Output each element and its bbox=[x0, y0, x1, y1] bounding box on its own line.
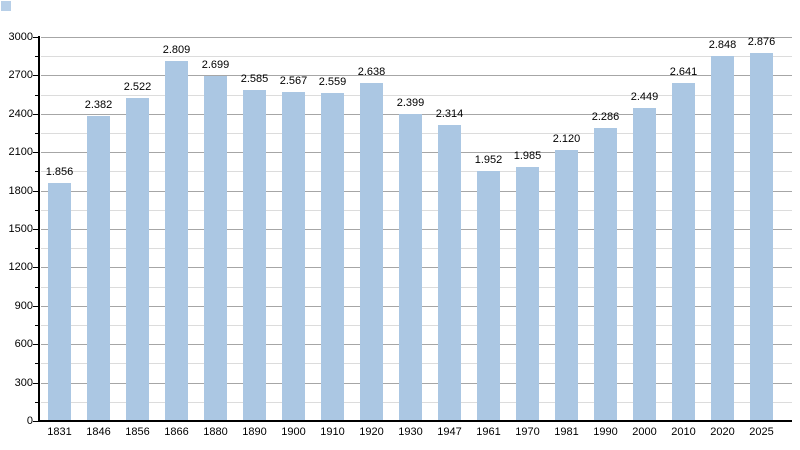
y-tick-label: 3000 bbox=[8, 31, 33, 43]
bar bbox=[360, 83, 383, 420]
x-tick-label: 1970 bbox=[515, 426, 540, 438]
bar bbox=[321, 93, 344, 420]
bar bbox=[399, 113, 422, 420]
x-tick-label: 1880 bbox=[203, 426, 228, 438]
x-tick-label: 2000 bbox=[632, 426, 657, 438]
y-axis-line bbox=[38, 36, 40, 422]
y-tick-minor bbox=[35, 95, 38, 96]
y-tick-minor bbox=[35, 210, 38, 211]
bar-value-label: 2.638 bbox=[357, 66, 386, 79]
bar bbox=[126, 98, 149, 420]
y-tick-minor bbox=[35, 171, 38, 172]
bar-value-label: 1.856 bbox=[45, 166, 74, 179]
bar-value-label: 2.567 bbox=[279, 75, 308, 88]
y-tick-label: 1500 bbox=[8, 223, 33, 235]
y-tick-minor bbox=[35, 325, 38, 326]
bar-value-label: 2.559 bbox=[318, 76, 347, 89]
bar-value-label: 2.522 bbox=[123, 81, 152, 94]
x-tick-label: 1910 bbox=[320, 426, 345, 438]
y-tick-minor bbox=[35, 402, 38, 403]
y-tick-label: 300 bbox=[14, 377, 33, 389]
x-tick-label: 1846 bbox=[86, 426, 111, 438]
bar bbox=[633, 107, 656, 420]
y-tick-minor bbox=[35, 363, 38, 364]
x-tick-label: 1890 bbox=[242, 426, 267, 438]
x-tick-label: 1831 bbox=[47, 426, 72, 438]
y-tick-major bbox=[33, 229, 38, 230]
y-tick-major bbox=[33, 267, 38, 268]
x-tick-label: 2010 bbox=[671, 426, 696, 438]
y-tick-label: 1200 bbox=[8, 261, 33, 273]
bar-value-label: 2.641 bbox=[669, 65, 698, 78]
bar-value-label: 2.809 bbox=[162, 44, 191, 57]
bar bbox=[516, 166, 539, 420]
y-tick-major bbox=[33, 75, 38, 76]
y-tick-minor bbox=[35, 287, 38, 288]
y-tick-major bbox=[33, 383, 38, 384]
bar bbox=[594, 128, 617, 420]
bar bbox=[555, 149, 578, 420]
y-tick-label: 900 bbox=[14, 300, 33, 312]
y-grid-minor bbox=[41, 95, 792, 96]
bar-value-label: 2.120 bbox=[552, 132, 581, 145]
x-tick-label: 1930 bbox=[398, 426, 423, 438]
y-tick-label: 1800 bbox=[8, 185, 33, 197]
bar-value-label: 2.314 bbox=[435, 107, 464, 120]
x-tick-label: 1961 bbox=[476, 426, 501, 438]
x-tick-label: 1947 bbox=[437, 426, 462, 438]
y-tick-major bbox=[33, 344, 38, 345]
corner-swatch bbox=[1, 1, 11, 11]
bar bbox=[711, 56, 734, 420]
bar-value-label: 1.985 bbox=[513, 149, 542, 162]
y-tick-major bbox=[33, 191, 38, 192]
y-tick-minor bbox=[35, 133, 38, 134]
y-grid-minor bbox=[41, 56, 792, 57]
x-tick-label: 1856 bbox=[125, 426, 150, 438]
bar bbox=[87, 116, 110, 420]
y-grid-major bbox=[41, 75, 792, 76]
bar bbox=[438, 124, 461, 420]
y-tick-label: 2700 bbox=[8, 69, 33, 81]
y-tick-major bbox=[33, 306, 38, 307]
bar bbox=[48, 183, 71, 420]
y-tick-major bbox=[33, 114, 38, 115]
x-tick-label: 1900 bbox=[281, 426, 306, 438]
bar-value-label: 2.382 bbox=[84, 99, 113, 112]
y-grid-major bbox=[41, 37, 792, 38]
y-tick-label: 0 bbox=[26, 415, 33, 427]
y-tick-label: 2100 bbox=[8, 146, 33, 158]
x-tick-label: 1920 bbox=[359, 426, 384, 438]
bar-value-label: 2.848 bbox=[708, 39, 737, 52]
bar-value-label: 2.286 bbox=[591, 111, 620, 124]
y-tick-major bbox=[33, 152, 38, 153]
y-tick-label: 2400 bbox=[8, 108, 33, 120]
y-tick-minor bbox=[35, 56, 38, 57]
x-axis-line bbox=[38, 420, 792, 422]
y-tick-major bbox=[33, 37, 38, 38]
y-tick-minor bbox=[35, 248, 38, 249]
bar-value-label: 2.399 bbox=[396, 96, 425, 109]
x-tick-label: 1866 bbox=[164, 426, 189, 438]
bar bbox=[204, 75, 227, 420]
x-tick-label: 1990 bbox=[593, 426, 618, 438]
y-tick-major bbox=[33, 421, 38, 422]
bar-value-label: 2.585 bbox=[240, 73, 269, 86]
bar-value-label: 2.699 bbox=[201, 58, 230, 71]
bar bbox=[477, 171, 500, 420]
x-tick-label: 2025 bbox=[749, 426, 774, 438]
x-tick-label: 2020 bbox=[710, 426, 735, 438]
bar-value-label: 2.449 bbox=[630, 90, 659, 103]
bar bbox=[672, 82, 695, 420]
bar bbox=[165, 61, 188, 420]
bar-value-label: 1.952 bbox=[474, 154, 503, 167]
bar-value-label: 2.876 bbox=[747, 35, 776, 48]
bar bbox=[282, 92, 305, 420]
y-tick-label: 600 bbox=[14, 338, 33, 350]
bar bbox=[243, 90, 266, 420]
bar bbox=[750, 52, 773, 420]
x-tick-label: 1981 bbox=[554, 426, 579, 438]
